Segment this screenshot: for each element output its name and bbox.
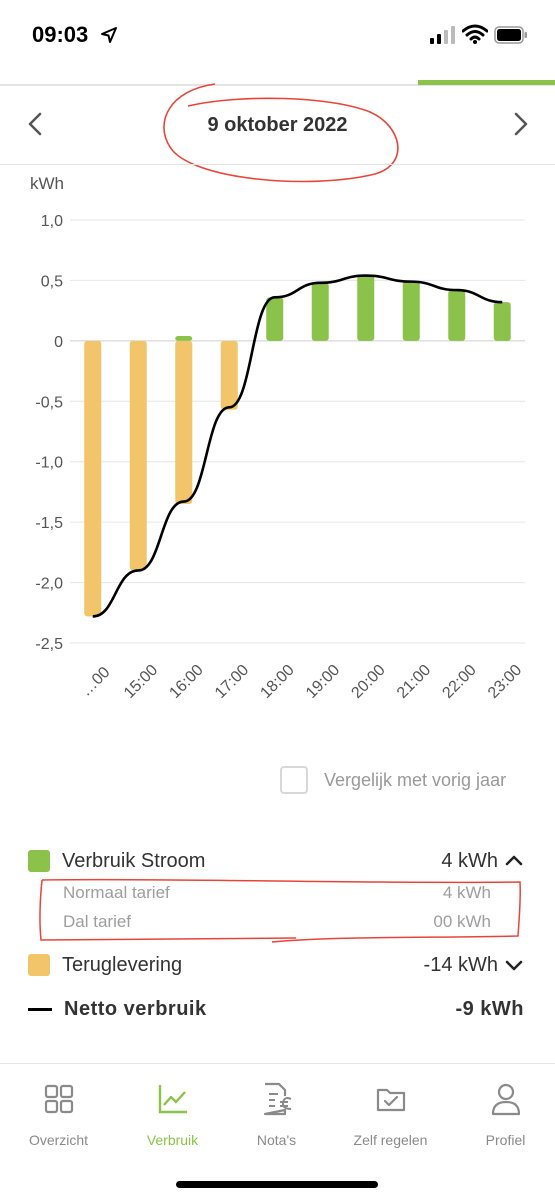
compare-checkbox[interactable]	[280, 766, 308, 794]
tariff-annotation-scribble	[39, 878, 521, 943]
x-tick-label: 21:00	[394, 662, 434, 702]
tab-overzicht-label: Overzicht	[28, 1132, 89, 1148]
tab-notas[interactable]: Nota's	[221, 1082, 332, 1148]
active-section-indicator	[418, 80, 555, 85]
y-axis-unit: kWh	[30, 174, 64, 193]
x-tick-label: 20:00	[348, 662, 388, 702]
y-tick-label: -0,5	[35, 394, 63, 411]
status-time: 09:03	[32, 22, 89, 47]
compare-previous-year[interactable]: Vergelijk met vorig jaar	[280, 766, 506, 794]
date-navigator: 9 oktober 2022	[0, 86, 555, 164]
x-tick-label: 22:00	[439, 662, 479, 702]
chart-icon	[158, 1085, 187, 1114]
y-tick-label: -2,5	[35, 636, 63, 653]
tabbar-divider	[0, 1063, 555, 1064]
y-tick-label: -2,0	[35, 576, 63, 593]
green-swatch	[28, 850, 50, 872]
tab-zelf-regelen-label: Zelf regelen	[353, 1132, 428, 1148]
folder-check-icon	[376, 1088, 405, 1112]
y-tick-label: 1,0	[41, 213, 63, 230]
y-tick-label: -1,5	[35, 515, 63, 532]
battery-icon	[494, 26, 527, 44]
tab-verbruik[interactable]: Verbruik	[117, 1082, 228, 1148]
normaal-label: Normaal tarief	[63, 883, 170, 902]
netto-line-swatch	[28, 1007, 52, 1011]
selected-date[interactable]: 9 oktober 2022	[207, 114, 348, 136]
chevron-right-icon[interactable]	[508, 112, 532, 136]
tab-profiel[interactable]: Profiel	[450, 1082, 555, 1148]
grid-icon	[44, 1084, 73, 1114]
chevron-down-icon[interactable]	[504, 955, 524, 975]
dal-value: 00 kWh	[433, 912, 491, 931]
bar-verbruik	[402, 281, 420, 341]
x-tick-label: …00	[78, 664, 114, 700]
invoice-euro-icon	[263, 1082, 291, 1116]
status-bar: 09:03	[0, 0, 555, 70]
tab-zelf-regelen[interactable]: Zelf regelen	[335, 1082, 446, 1148]
legend-teruglevering[interactable]: Teruglevering -14 kWh	[28, 950, 524, 980]
bar-teruglevering	[175, 340, 193, 505]
cellular-signal-icon	[430, 26, 455, 44]
tab-notas-label: Nota's	[256, 1132, 297, 1148]
y-tick-label: 0	[54, 334, 63, 351]
bar-verbruik	[493, 302, 511, 341]
legend-verbruik[interactable]: Verbruik Stroom 4 kWh	[28, 846, 524, 876]
y-tick-label: -1,0	[35, 455, 63, 472]
home-indicator	[176, 1181, 378, 1188]
tab-verbruik-label: Verbruik	[146, 1132, 199, 1148]
bottom-tab-bar: Overzicht Verbruik Nota's Zelf regelen P…	[0, 1064, 555, 1174]
x-tick-label: 19:00	[303, 662, 343, 702]
dal-label: Dal tarief	[63, 912, 132, 931]
header-divider	[0, 84, 555, 86]
energy-chart: kWh 1,0 0,5 0 -0,5 -1,0 -1,5 -2,0 -2,5 …00 15:00 16…	[30, 174, 525, 702]
row-normaal-tarief: Normaal tarief 4 kWh	[63, 883, 491, 903]
bar-verbruik	[266, 297, 284, 341]
y-tick-label: 0,5	[41, 273, 63, 290]
compare-label: Vergelijk met vorig jaar	[324, 769, 507, 790]
x-tick-label: 16:00	[166, 662, 206, 702]
legend-netto: Netto verbruik -9 kWh	[28, 994, 524, 1024]
bar-verbruik	[448, 290, 466, 341]
x-tick-label: 15:00	[121, 662, 161, 702]
chevron-up-icon[interactable]	[504, 851, 524, 871]
normaal-value: 4 kWh	[442, 883, 491, 902]
x-tick-label: 18:00	[257, 662, 297, 702]
wifi-icon	[462, 24, 488, 44]
legend-verbruik-value: 4 kWh	[441, 849, 498, 872]
x-tick-label: 23:00	[485, 662, 525, 702]
row-dal-tarief: Dal tarief 00 kWh	[63, 912, 491, 932]
bar-teruglevering	[84, 340, 102, 617]
yellow-swatch	[28, 954, 50, 976]
bar-verbruik	[311, 282, 329, 341]
x-tick-label: 17:00	[212, 662, 252, 702]
legend-netto-value: -9 kWh	[455, 997, 524, 1020]
bar-teruglevering	[129, 340, 147, 571]
tab-overzicht[interactable]: Overzicht	[3, 1082, 114, 1148]
date-annotation-scribble	[163, 83, 399, 183]
legend-verbruik-label: Verbruik Stroom	[62, 849, 206, 872]
chevron-left-icon[interactable]	[24, 112, 48, 136]
location-arrow-icon	[101, 27, 117, 43]
bar-verbruik	[357, 275, 375, 341]
legend-teruglevering-label: Teruglevering	[62, 953, 183, 976]
netto-line	[92, 274, 503, 618]
bar-verbruik	[175, 336, 193, 341]
tab-profiel-label: Profiel	[485, 1132, 526, 1148]
date-divider	[0, 164, 555, 165]
person-icon	[491, 1083, 520, 1116]
bar-teruglevering	[220, 340, 238, 410]
legend-teruglevering-value: -14 kWh	[423, 953, 498, 976]
legend-netto-label: Netto verbruik	[64, 997, 207, 1020]
